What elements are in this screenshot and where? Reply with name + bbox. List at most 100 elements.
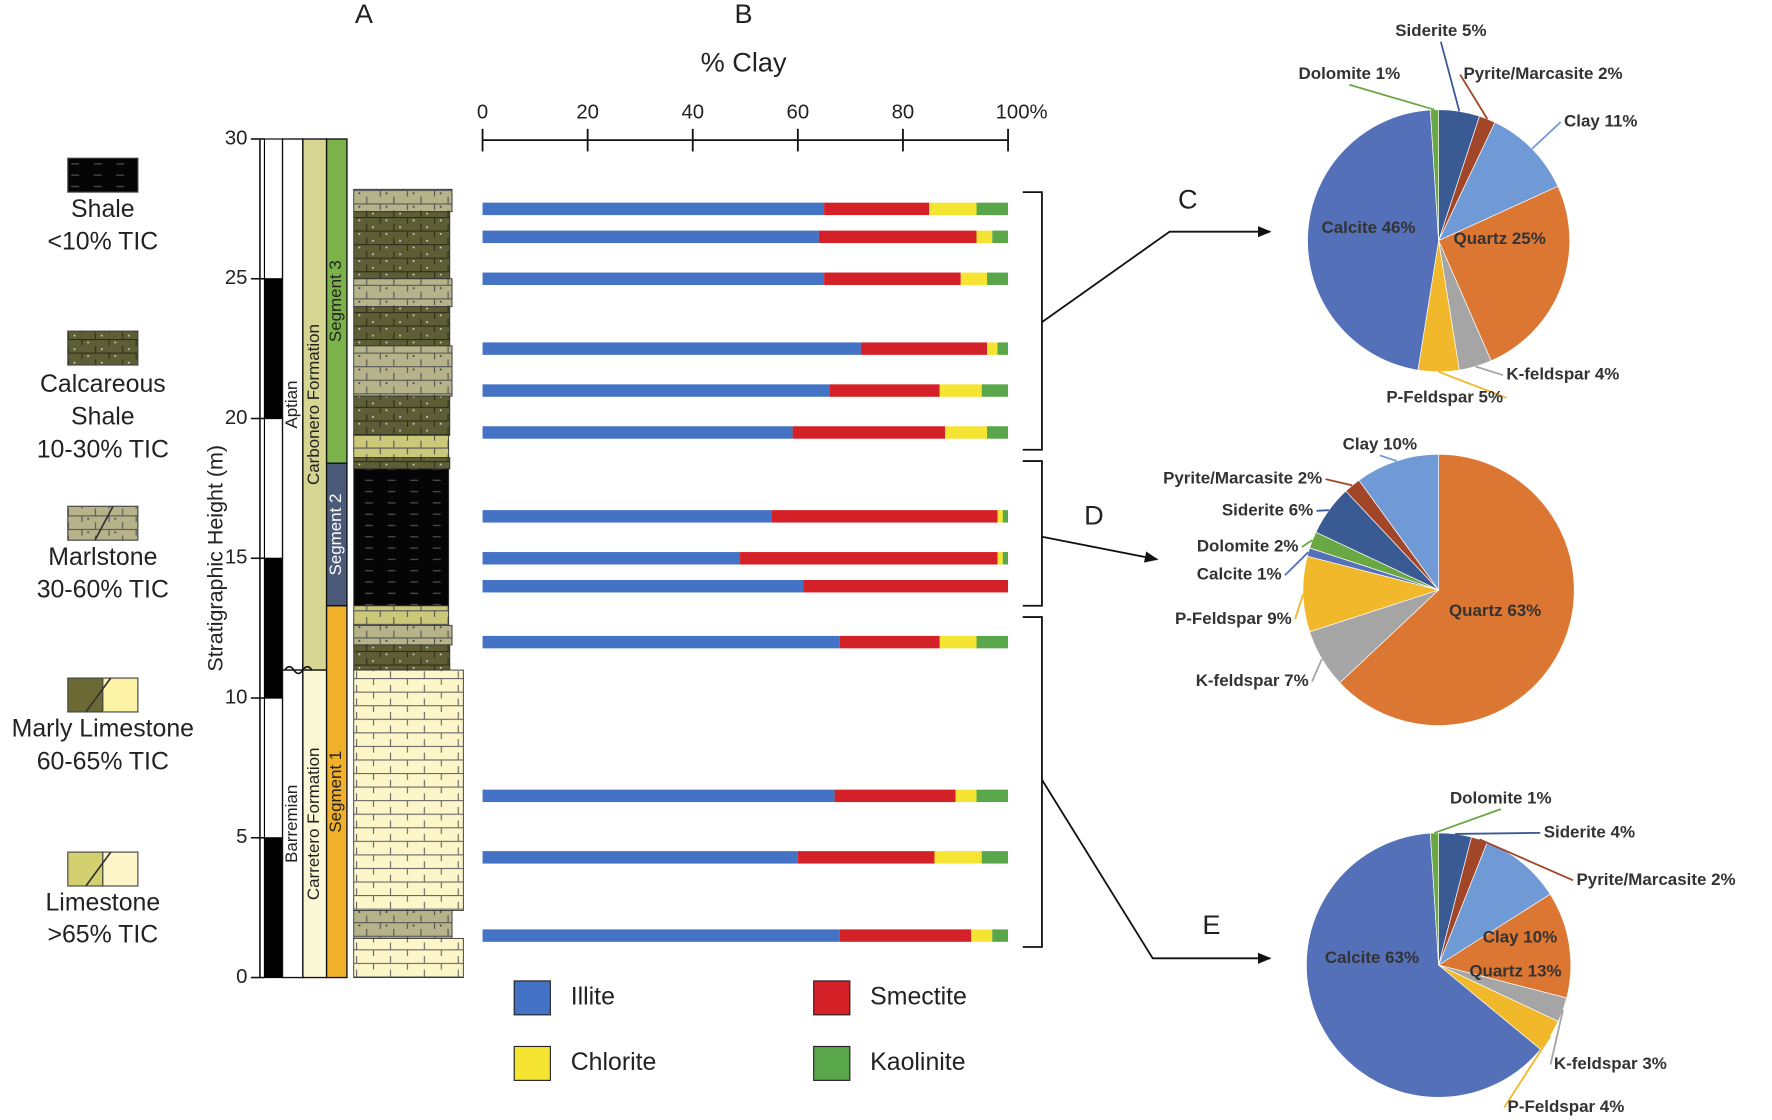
lithology-swatch (102, 677, 139, 713)
bed (353, 468, 450, 607)
bar-segment (981, 851, 1009, 864)
legend-label: Illite (571, 982, 615, 1010)
bar-segment (860, 342, 988, 355)
bar-segment (987, 426, 1009, 439)
pie-slice (1429, 832, 1439, 966)
bar-segment (803, 580, 1009, 593)
y-tick-label: 15 (225, 547, 248, 569)
pie-label: Siderite 5% (1395, 21, 1486, 40)
bed (353, 188, 453, 213)
leader-line (1440, 41, 1461, 112)
figure-body: Shale <10% TIC Calcareous Shale 10-30% TIC Ma… (12, 0, 1736, 1116)
lithology-label: Shale (71, 195, 135, 223)
pie-label: Clay 11% (1564, 112, 1637, 131)
leader-line (1316, 509, 1329, 512)
panel-label: C (1178, 183, 1198, 214)
bar-segment (482, 635, 840, 649)
bracket (1022, 191, 1043, 451)
scale-bar (263, 557, 284, 699)
pie-label: K-feldspar 7% (1196, 671, 1309, 690)
bar-segment (987, 342, 998, 355)
legend-swatch (813, 1045, 851, 1081)
lithology-label: 60-65% TIC (37, 747, 169, 775)
pie-label: Pyrite/Marcasite 2% (1163, 469, 1322, 488)
lithology-swatch (67, 505, 139, 541)
leader-line (1434, 808, 1502, 834)
panel-label: D (1084, 500, 1104, 531)
scale-bar (263, 697, 284, 839)
bar-segment (1002, 510, 1009, 523)
bar-segment (997, 510, 1003, 523)
legend-label: Chlorite (571, 1048, 657, 1076)
lithology-swatch (67, 157, 139, 193)
leader-line (1503, 1035, 1552, 1108)
bar-segment (482, 789, 835, 803)
lithology-label: Calcareous (40, 370, 166, 398)
pie-label: Calcite 46% (1321, 218, 1415, 237)
bar-segment (944, 426, 988, 439)
bar-segment (981, 384, 1009, 397)
arrow (1041, 779, 1272, 964)
scale-bar (263, 837, 284, 979)
column-label: Aptian (282, 381, 301, 429)
panel-label: B (735, 0, 753, 29)
bar-segment (792, 426, 945, 439)
y-tick-label: 5 (236, 826, 247, 848)
y-tick-label: 0 (236, 966, 247, 988)
lithology-swatch (67, 330, 139, 366)
pie-slice (1306, 832, 1541, 1098)
y-tick-label: 25 (225, 267, 248, 289)
bar-segment (955, 789, 977, 803)
bracket (1022, 616, 1043, 948)
bar-segment (939, 384, 982, 397)
swatch-line (94, 505, 114, 541)
lithology-label: <10% TIC (47, 228, 158, 256)
leader-line (1438, 370, 1507, 399)
bracket (1022, 460, 1043, 607)
legend-swatch (513, 980, 551, 1016)
column-unit (325, 605, 348, 979)
legend-swatch (513, 1045, 551, 1081)
panel-label: A (355, 0, 374, 29)
lithology-label: Shale (71, 403, 135, 431)
leader-line (1379, 454, 1397, 462)
bar-segment (1002, 552, 1009, 565)
lithology-label: 30-60% TIC (37, 576, 169, 604)
swatch-line (85, 677, 112, 713)
pie-label: Calcite 63% (1325, 948, 1419, 967)
pie-slice (1339, 453, 1575, 726)
pie-label: Quartz 63% (1449, 601, 1541, 620)
bar-segment (482, 552, 741, 565)
bar-segment (939, 635, 977, 649)
leader-line (1349, 83, 1435, 111)
lithology-label: >65% TIC (47, 920, 158, 948)
bar-segment (992, 230, 1009, 244)
bar-segment (740, 552, 998, 565)
arrow (1041, 226, 1272, 323)
bed (353, 624, 453, 646)
x-tick-label: 60 (787, 101, 810, 123)
bar-segment (929, 202, 977, 216)
bar-segment (976, 635, 1009, 649)
bed (353, 306, 451, 347)
column-label: Carbonero Formation (304, 324, 323, 485)
lithology-label: Marly Limestone (12, 715, 194, 743)
legend-label: Kaolinite (870, 1048, 965, 1076)
scale-bar (263, 417, 284, 559)
pie-label: P-Feldspar 5% (1386, 387, 1503, 406)
axis-title: % Clay (701, 47, 787, 78)
bed (353, 644, 451, 671)
bed (353, 434, 450, 459)
bar-segment (971, 929, 993, 942)
swatch-line (85, 851, 112, 887)
column-label: Carretero Formation (304, 748, 323, 901)
leader-line (1549, 1009, 1564, 1065)
pie-label: Dolomite 2% (1197, 536, 1299, 555)
bar-segment (976, 230, 993, 244)
pie-label: P-Feldspar 4% (1508, 1097, 1625, 1116)
bed (353, 395, 451, 436)
pie-label: P-Feldspar 9% (1175, 609, 1292, 628)
x-tick-label: 0 (477, 101, 488, 123)
bar-segment (482, 929, 840, 942)
